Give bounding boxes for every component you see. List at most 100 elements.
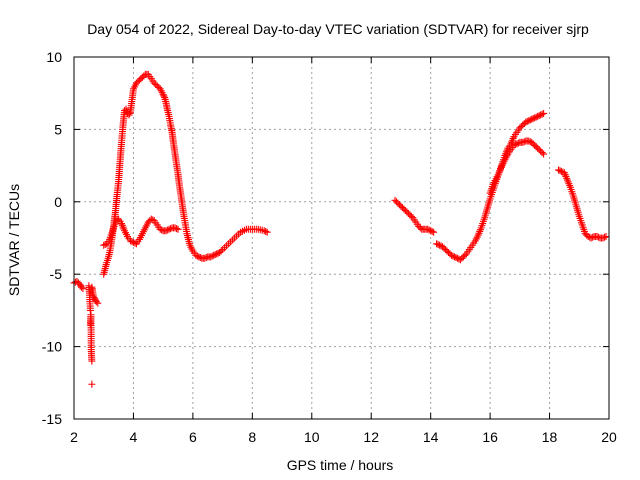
data-point bbox=[401, 206, 409, 214]
y-tick-labels: -15 -10 -5 0 5 10 bbox=[42, 49, 62, 427]
data-point bbox=[88, 357, 96, 365]
data-point bbox=[73, 277, 81, 285]
x-tick-labels: 2 4 6 8 10 12 14 16 18 20 bbox=[70, 429, 617, 445]
data-point bbox=[260, 227, 268, 235]
data-point bbox=[152, 81, 160, 89]
data-point bbox=[440, 244, 448, 252]
data-point bbox=[193, 252, 201, 260]
data-point bbox=[71, 278, 79, 286]
data-point bbox=[407, 212, 415, 220]
data-point bbox=[140, 72, 148, 80]
data-point bbox=[79, 285, 87, 293]
data-point bbox=[131, 239, 139, 247]
data-point bbox=[537, 147, 545, 155]
data-point bbox=[129, 238, 137, 246]
data-point bbox=[436, 241, 444, 249]
data-point bbox=[167, 225, 175, 233]
data-point bbox=[584, 233, 592, 241]
data-point bbox=[445, 248, 452, 256]
data-point bbox=[589, 233, 597, 241]
data-point bbox=[404, 209, 412, 217]
data-point bbox=[400, 205, 408, 213]
data-point bbox=[125, 111, 133, 119]
data-point bbox=[150, 79, 158, 87]
data-point bbox=[529, 140, 537, 148]
x-tick-label: 12 bbox=[363, 429, 379, 445]
data-point bbox=[424, 225, 432, 233]
data-point bbox=[132, 79, 140, 87]
x-tick-label: 20 bbox=[601, 429, 617, 445]
data-point bbox=[213, 250, 221, 258]
data-point bbox=[391, 196, 399, 204]
data-point bbox=[135, 76, 143, 84]
data-point bbox=[529, 115, 537, 123]
data-point bbox=[450, 253, 458, 261]
data-point bbox=[192, 251, 200, 259]
data-point bbox=[165, 225, 173, 233]
data-point bbox=[173, 225, 181, 233]
data-point bbox=[522, 118, 530, 126]
data-point bbox=[415, 222, 423, 230]
data-point bbox=[162, 227, 170, 235]
data-point bbox=[556, 167, 564, 175]
data-point bbox=[174, 225, 182, 233]
data-point bbox=[511, 141, 519, 149]
data-point bbox=[520, 138, 528, 146]
data-point bbox=[392, 198, 400, 206]
data-point bbox=[516, 124, 524, 132]
data-point bbox=[134, 78, 142, 86]
data-point bbox=[540, 109, 548, 117]
data-point bbox=[458, 254, 466, 262]
data-point bbox=[195, 253, 203, 261]
data-point bbox=[534, 144, 542, 152]
data-point bbox=[433, 240, 441, 248]
x-tick-label: 16 bbox=[482, 429, 498, 445]
x-axis-label: GPS time / hours bbox=[287, 457, 394, 473]
data-point bbox=[425, 226, 433, 234]
data-point bbox=[531, 141, 539, 149]
data-point bbox=[262, 227, 270, 235]
data-point bbox=[100, 241, 108, 249]
plot-frame bbox=[73, 56, 610, 420]
data-point bbox=[442, 246, 450, 254]
data-point bbox=[459, 253, 467, 261]
data-point bbox=[395, 201, 403, 209]
data-point bbox=[525, 117, 533, 125]
data-point bbox=[513, 140, 521, 148]
data-point bbox=[443, 247, 451, 255]
data-point bbox=[538, 110, 546, 118]
data-point bbox=[91, 295, 99, 303]
data-point bbox=[519, 138, 527, 146]
data-point bbox=[86, 306, 94, 314]
data-point bbox=[416, 224, 424, 232]
y-tick-label: 0 bbox=[54, 194, 62, 210]
data-point bbox=[92, 298, 100, 306]
data-point bbox=[160, 92, 168, 100]
data-point bbox=[461, 251, 469, 259]
data-point bbox=[202, 254, 210, 262]
x-tick-label: 10 bbox=[304, 429, 320, 445]
data-point bbox=[128, 238, 136, 246]
data-point bbox=[88, 380, 96, 388]
data-point bbox=[94, 299, 102, 307]
data-point bbox=[126, 237, 134, 245]
data-point bbox=[406, 211, 414, 219]
data-point bbox=[452, 254, 460, 262]
data-point bbox=[540, 150, 548, 158]
data-point bbox=[156, 225, 164, 233]
data-point bbox=[514, 139, 522, 147]
data-point bbox=[164, 226, 172, 234]
data-point bbox=[144, 218, 152, 226]
data-point bbox=[217, 247, 225, 255]
x-tick-label: 8 bbox=[248, 429, 256, 445]
data-point bbox=[207, 253, 215, 261]
data-point bbox=[201, 254, 209, 262]
data-point bbox=[101, 241, 109, 249]
data-point bbox=[126, 109, 134, 117]
data-point bbox=[528, 115, 536, 123]
data-point bbox=[449, 252, 457, 260]
data-point bbox=[434, 241, 442, 249]
data-point bbox=[216, 248, 224, 256]
data-point bbox=[77, 283, 85, 291]
data-point bbox=[403, 208, 411, 216]
